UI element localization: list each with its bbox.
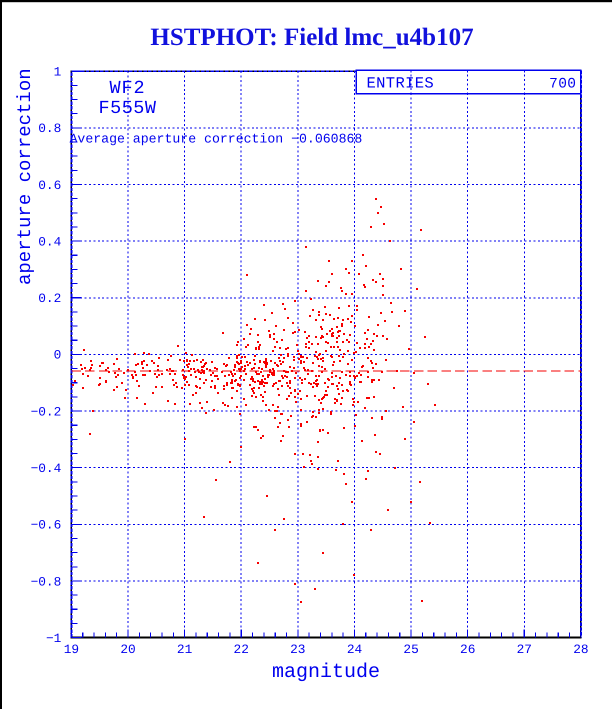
svg-text:28: 28 [573,642,588,657]
svg-text:−0.4: −0.4 [31,461,62,476]
svg-text:HSTPHOT: Field lmc_u4b107: HSTPHOT: Field lmc_u4b107 [150,24,473,51]
svg-text:20: 20 [120,642,135,657]
svg-text:Average aperture correction −0: Average aperture correction −0.060868 [70,132,363,147]
svg-text:24: 24 [347,642,363,657]
svg-text:19: 19 [64,642,79,657]
svg-text:22: 22 [234,642,249,657]
svg-text:25: 25 [403,642,418,657]
svg-text:0.8: 0.8 [38,121,61,136]
svg-text:WF2: WF2 [109,78,145,99]
svg-text:26: 26 [460,642,475,657]
svg-text:27: 27 [517,642,532,657]
svg-text:23: 23 [290,642,305,657]
svg-text:0: 0 [54,348,62,363]
svg-text:−1: −1 [46,631,62,646]
svg-text:aperture correction: aperture correction [14,68,36,285]
svg-text:magnitude: magnitude [272,661,380,684]
svg-text:0.6: 0.6 [38,178,61,193]
svg-text:700: 700 [549,77,576,93]
svg-text:−0.8: −0.8 [31,574,62,589]
svg-text:−0.6: −0.6 [31,518,62,533]
svg-text:1: 1 [54,65,62,80]
svg-text:−0.2: −0.2 [31,404,62,419]
svg-text:21: 21 [177,642,193,657]
svg-text:ENTRIES: ENTRIES [367,75,435,93]
svg-text:0.2: 0.2 [38,291,61,306]
svg-text:0.4: 0.4 [38,234,61,249]
svg-text:F555W: F555W [98,98,156,119]
